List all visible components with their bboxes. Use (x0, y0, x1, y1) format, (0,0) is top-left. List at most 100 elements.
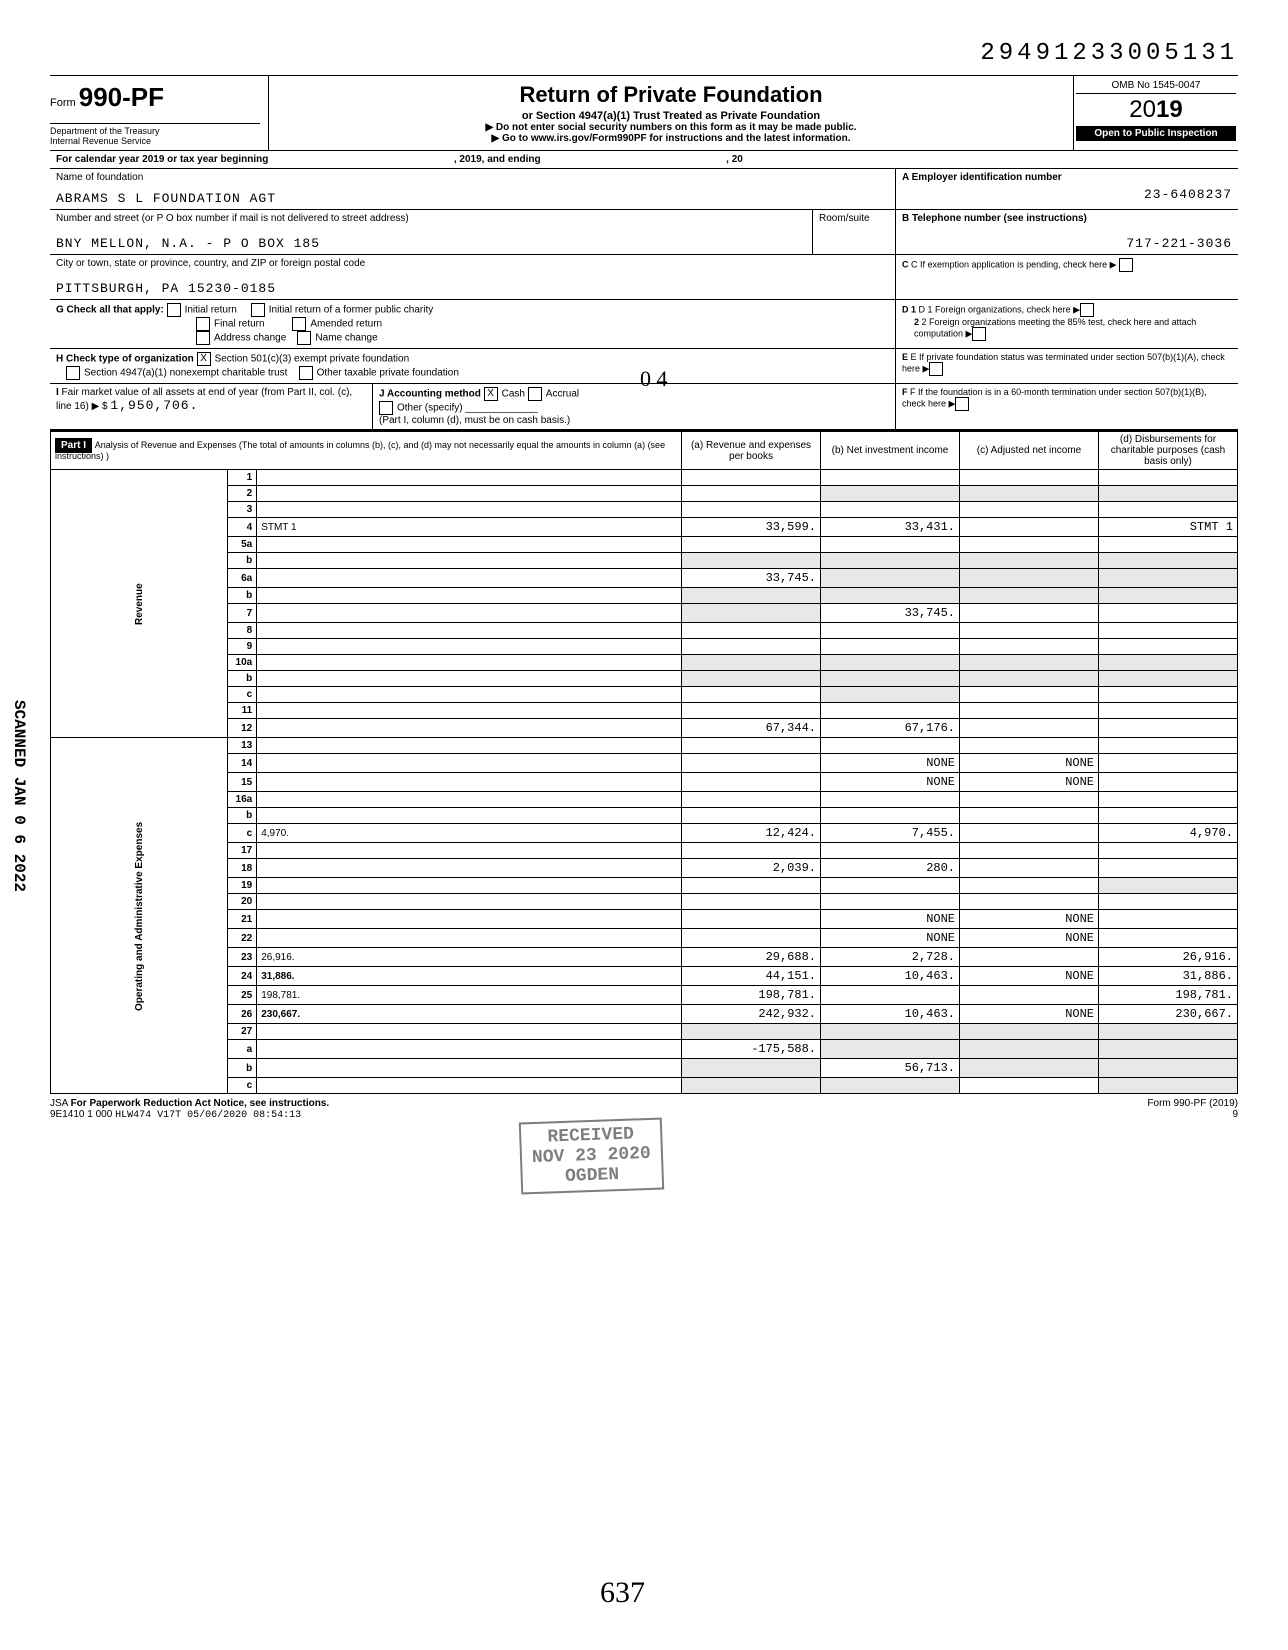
cell-d (1099, 878, 1238, 894)
cell-b: 33,431. (821, 518, 960, 537)
cell-d: 4,970. (1099, 824, 1238, 843)
identity-block: Name of foundation ABRAMS S L FOUNDATION… (50, 169, 1238, 431)
line-number: 11 (228, 703, 257, 719)
cell-d (1099, 843, 1238, 859)
cell-d: 31,886. (1099, 967, 1238, 986)
fmv-value: 1,950,706. (110, 398, 198, 413)
g-final-return[interactable] (196, 317, 210, 331)
cell-b (821, 843, 960, 859)
cell-c (960, 719, 1099, 738)
j-other: Other (specify) (397, 403, 463, 414)
cell-d: 198,781. (1099, 986, 1238, 1005)
line-number: 26 (228, 1005, 257, 1024)
cell-b (821, 878, 960, 894)
cell-b (821, 655, 960, 671)
g-amended[interactable] (292, 317, 306, 331)
cell-d (1099, 910, 1238, 929)
cell-a (682, 738, 821, 754)
line-desc (257, 604, 682, 623)
cell-b: 7,455. (821, 824, 960, 843)
foundation-name: ABRAMS S L FOUNDATION AGT (56, 191, 276, 206)
line-number: 22 (228, 929, 257, 948)
dept-treasury: Department of the Treasury (50, 126, 260, 136)
cell-d (1099, 792, 1238, 808)
cell-c (960, 470, 1099, 486)
cell-d: 230,667. (1099, 1005, 1238, 1024)
cell-d (1099, 1040, 1238, 1059)
cell-a: 29,688. (682, 948, 821, 967)
city-value: PITTSBURGH, PA 15230-0185 (56, 281, 276, 296)
cell-c (960, 486, 1099, 502)
j-label: J Accounting method (379, 389, 481, 400)
cell-d (1099, 623, 1238, 639)
cell-a: 198,781. (682, 986, 821, 1005)
expenses-label: Operating and Administrative Expenses (51, 738, 228, 1094)
cell-c (960, 623, 1099, 639)
footer-code: 9E1410 1 000 (50, 1109, 112, 1120)
e-checkbox[interactable] (929, 362, 943, 376)
jsa: JSA (50, 1098, 68, 1109)
line-number: b (228, 808, 257, 824)
cell-d (1099, 502, 1238, 518)
open-inspection: Open to Public Inspection (1076, 126, 1236, 141)
cell-c: NONE (960, 929, 1099, 948)
col-d-header: (d) Disbursements for charitable purpose… (1099, 432, 1238, 470)
line-desc (257, 553, 682, 569)
line-desc (257, 1059, 682, 1078)
cell-d (1099, 604, 1238, 623)
h-other-checkbox[interactable] (299, 366, 313, 380)
cell-b: 10,463. (821, 1005, 960, 1024)
g-initial-former[interactable] (251, 303, 265, 317)
cell-d (1099, 639, 1238, 655)
ein-label: A Employer identification number (902, 172, 1062, 183)
cell-a: 33,599. (682, 518, 821, 537)
g-initial-return[interactable] (167, 303, 181, 317)
cell-c (960, 1059, 1099, 1078)
d1-checkbox[interactable] (1080, 303, 1094, 317)
cell-b: NONE (821, 754, 960, 773)
cell-d (1099, 1024, 1238, 1040)
g-name-change[interactable] (297, 331, 311, 345)
j-other-checkbox[interactable] (379, 401, 393, 415)
line-desc (257, 655, 682, 671)
form-prefix: Form (50, 97, 76, 109)
line-desc (257, 639, 682, 655)
d2-checkbox[interactable] (972, 327, 986, 341)
cell-a (682, 808, 821, 824)
line-number: c (228, 1078, 257, 1094)
cell-d (1099, 553, 1238, 569)
cell-a (682, 703, 821, 719)
cell-d (1099, 1059, 1238, 1078)
line-number: 19 (228, 878, 257, 894)
cell-c (960, 588, 1099, 604)
cell-a: -175,588. (682, 1040, 821, 1059)
cell-d (1099, 754, 1238, 773)
cell-d (1099, 569, 1238, 588)
cell-a: 44,151. (682, 967, 821, 986)
barcode-number: 29491233005131 (50, 40, 1238, 67)
handwritten-04: 0 4 (640, 366, 668, 392)
cell-c: NONE (960, 967, 1099, 986)
form-header: Form 990-PF Department of the Treasury I… (50, 75, 1238, 151)
h-opt2: Section 4947(a)(1) nonexempt charitable … (84, 368, 287, 379)
f-checkbox[interactable] (955, 397, 969, 411)
part1-title: Analysis of Revenue and Expenses (The to… (55, 440, 665, 461)
cell-b: 56,713. (821, 1059, 960, 1078)
cell-d (1099, 470, 1238, 486)
cell-b (821, 470, 960, 486)
g-opt-0: Initial return (185, 305, 237, 316)
cell-b (821, 569, 960, 588)
cell-b (821, 703, 960, 719)
cell-a (682, 553, 821, 569)
g-addr-change[interactable] (196, 331, 210, 345)
cell-a (682, 655, 821, 671)
cell-a (682, 792, 821, 808)
h-501c3-checkbox[interactable]: X (197, 352, 211, 366)
c-checkbox[interactable] (1119, 258, 1133, 272)
cell-d (1099, 929, 1238, 948)
cell-a (682, 929, 821, 948)
j-cash-checkbox[interactable]: X (484, 387, 498, 401)
h-4947-checkbox[interactable] (66, 366, 80, 380)
j-accrual-checkbox[interactable] (528, 387, 542, 401)
line-desc (257, 738, 682, 754)
